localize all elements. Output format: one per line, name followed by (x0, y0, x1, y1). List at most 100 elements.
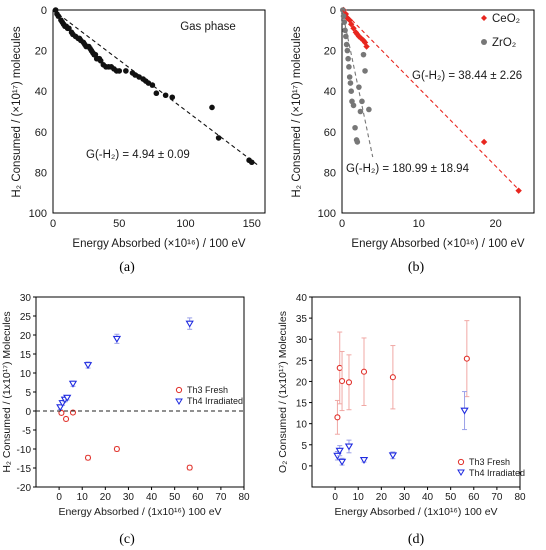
y-tick-label-d-7: 35 (296, 314, 308, 325)
point-c-0-3 (84, 454, 92, 461)
x-tick-label-c-2: 20 (100, 492, 112, 503)
legend-label-zro2: ZrO₂ (492, 37, 516, 49)
x-tick-label-d-6: 60 (468, 492, 480, 503)
legend-label-th3-d: Th3 Fresh (469, 457, 510, 467)
point-b-0-13 (480, 138, 488, 146)
x-tick-label-c-7: 70 (215, 492, 227, 503)
y-axis-label-c: H₂ Consumed / (1x10¹⁷) Molecules (1, 311, 13, 472)
point-b-1-18 (357, 108, 364, 115)
y-tick-label-c-9: 25 (20, 312, 32, 323)
point-b-1-6 (344, 47, 351, 54)
point-b-1-8 (346, 64, 352, 70)
x-tick-label-a-3: 150 (243, 218, 261, 230)
x-tick-label-a-2: 100 (176, 218, 194, 230)
x-tick-label-c-4: 40 (146, 492, 158, 503)
legend-label-th4-c: Th4 Irradiated (187, 396, 243, 406)
point-a-0-35 (116, 68, 123, 74)
y-tick-label-a-0: 0 (41, 5, 47, 17)
x-tick-label-c-0: 0 (56, 492, 62, 503)
x-tick-label-a-0: 0 (50, 218, 56, 230)
point-b-0-12 (363, 43, 370, 50)
point-a-0-44 (153, 90, 160, 97)
point-c-1-6 (112, 335, 122, 343)
inner-label-a: Gas phase (180, 21, 236, 33)
x-tick-label-c-3: 30 (123, 492, 135, 503)
point-d-0-3 (345, 379, 353, 386)
point-d-0-6 (463, 355, 470, 362)
point-c-0-0 (58, 409, 65, 416)
point-d-1-4 (359, 457, 369, 465)
y-axis-label-a: H₂ Consumed / (×10¹⁷) molecules (11, 26, 23, 198)
legend-c: Th3 Fresh Th4 Irradiated (175, 385, 243, 406)
legend-b: CeO₂ ZrO₂ (481, 13, 520, 49)
y-tick-label-c-3: -5 (22, 426, 31, 437)
annotation-red-b: G(-H₂) = 38.44 ± 2.26 (412, 70, 522, 82)
y-tick-label-c-4: 0 (25, 407, 31, 418)
point-d-1-1 (335, 447, 344, 455)
point-b-1-9 (346, 74, 353, 80)
x-tick-label-d-4: 40 (422, 492, 434, 503)
point-d-1-6 (460, 407, 469, 415)
point-b-1-1 (340, 13, 347, 19)
point-b-1-7 (345, 55, 351, 62)
point-d-1-3 (344, 443, 354, 451)
x-tick-label-d-0: 0 (332, 492, 338, 503)
legend-marker-th4-c (175, 398, 183, 405)
legend-d: Th3 Fresh Th4 Irradiated (457, 457, 525, 478)
panel-a: Energy Absorbed (×10¹⁶) / 100 eV H₂ Cons… (11, 5, 266, 275)
legend-marker-ceo2 (481, 15, 487, 21)
y-tick-label-a-4: 80 (35, 167, 47, 179)
y-tick-label-a-5: 100 (29, 208, 47, 220)
y-tick-label-b-4: 80 (324, 167, 336, 179)
x-tick-label-d-5: 50 (445, 492, 457, 503)
x-tick-label-d-8: 80 (514, 492, 526, 503)
point-b-0-14 (515, 187, 522, 194)
panel-d: Energy Absorbed / (1x10¹⁶) 100 eV O₂ Con… (277, 293, 526, 547)
point-a-0-9 (66, 25, 72, 32)
y-tick-label-c-10: 30 (20, 293, 32, 304)
point-a-0-28 (97, 57, 104, 64)
point-d-0-1 (336, 364, 343, 371)
x-tick-label-b-1: 10 (413, 218, 425, 230)
y-tick-label-a-1: 20 (35, 46, 47, 58)
plot-frame-a (52, 9, 266, 214)
point-d-0-2 (338, 377, 346, 385)
caption-b: (b) (408, 260, 425, 275)
point-b-1-13 (350, 102, 357, 109)
point-a-0-47 (209, 104, 215, 111)
point-d-0-0 (334, 414, 341, 421)
y-tick-label-c-1: -15 (17, 464, 32, 475)
point-d-1-2 (337, 458, 347, 466)
point-c-0-1 (62, 415, 70, 423)
y-tick-label-c-2: -10 (17, 445, 32, 456)
point-a-0-36 (123, 68, 129, 74)
x-tick-label-c-1: 10 (77, 492, 89, 503)
plot-frame-b (341, 9, 535, 214)
x-axis-label-b: Energy Absorbed (×10¹⁶) / 100 eV (351, 238, 525, 250)
y-tick-label-b-0: 0 (330, 5, 336, 17)
point-b-1-2 (341, 19, 348, 25)
y-tick-label-b-5: 100 (318, 208, 336, 220)
point-a-0-48 (215, 135, 222, 141)
point-d-1-5 (388, 452, 398, 460)
point-c-1-7 (185, 320, 194, 328)
annotation-a: G(-H₂) = 4.94 ± 0.09 (86, 149, 190, 161)
point-c-0-5 (186, 464, 193, 471)
y-tick-label-b-1: 20 (324, 46, 336, 58)
point-c-1-5 (83, 362, 93, 370)
y-tick-label-d-8: 40 (296, 293, 308, 304)
x-tick-label-d-1: 10 (353, 492, 365, 503)
y-tick-label-c-8: 20 (20, 331, 32, 342)
point-c-0-4 (113, 445, 120, 453)
point-b-0-10 (360, 37, 367, 44)
legend-marker-zro2 (481, 39, 487, 45)
point-b-1-10 (347, 80, 354, 86)
y-tick-label-d-1: 5 (301, 441, 307, 452)
point-a-0-50 (248, 159, 255, 166)
y-tick-label-c-6: 10 (20, 369, 32, 380)
y-tick-label-d-2: 10 (296, 420, 308, 431)
point-b-1-11 (348, 88, 355, 94)
y-tick-label-c-0: -20 (17, 483, 32, 494)
annotation-grey-b: G(-H₂) = 180.99 ± 18.94 (346, 163, 470, 175)
x-tick-label-a-1: 50 (113, 218, 125, 230)
